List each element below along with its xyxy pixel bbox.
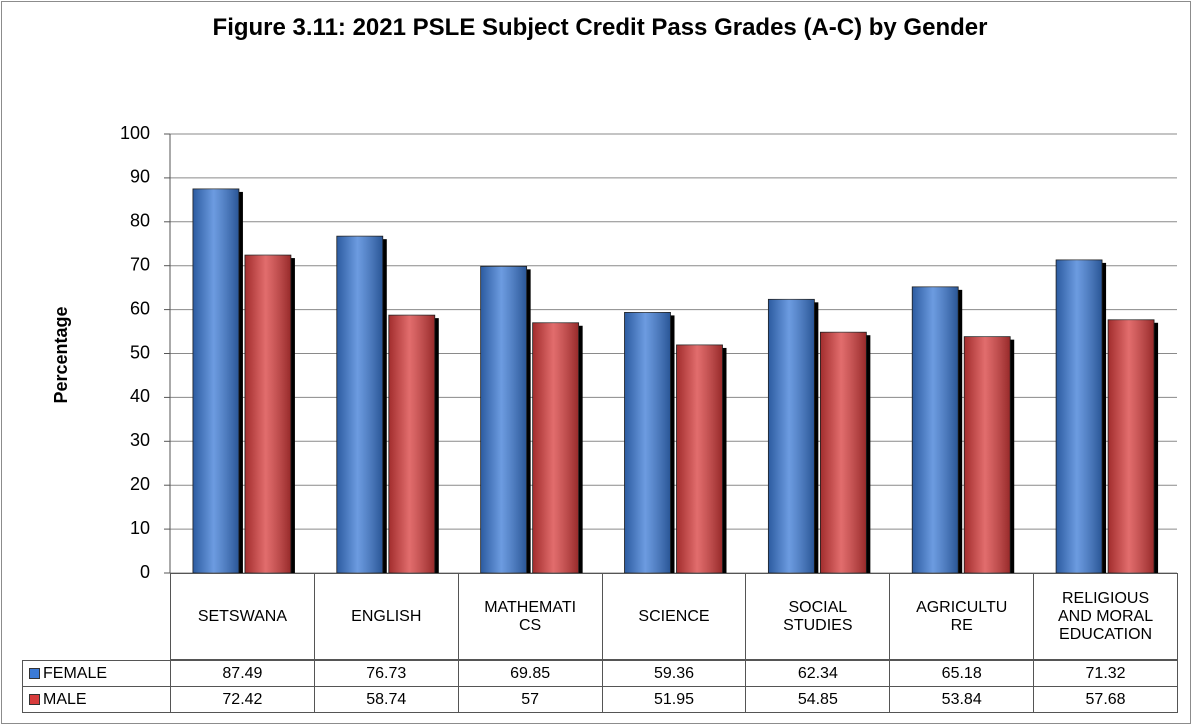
bar-shade — [964, 336, 1011, 573]
bar-shade — [480, 266, 527, 573]
y-axis-label: Percentage — [51, 306, 71, 403]
table-value: 53.84 — [889, 686, 1035, 713]
table-value: 69.85 — [457, 660, 603, 687]
table-value: 58.74 — [313, 686, 459, 713]
table-value: 87.49 — [170, 660, 315, 687]
table-value: 57.68 — [1033, 686, 1178, 713]
legend-swatch — [29, 694, 40, 705]
bar-shade — [336, 236, 383, 573]
table-value: 65.18 — [889, 660, 1035, 687]
table-value: 71.32 — [1033, 660, 1178, 687]
category-label: AGRICULTU RE — [889, 573, 1035, 660]
category-label: RELIGIOUS AND MORAL EDUCATION — [1033, 573, 1178, 660]
legend-label: MALE — [43, 690, 87, 708]
category-label: MATHEMATI CS — [457, 573, 603, 660]
bar-shade — [244, 255, 291, 573]
y-tick-label: 30 — [130, 430, 150, 450]
legend-entry: MALE — [22, 686, 171, 713]
y-tick-label: 40 — [130, 386, 150, 406]
table-value: 76.73 — [313, 660, 459, 687]
table-value: 51.95 — [601, 686, 747, 713]
y-tick-label: 100 — [120, 123, 150, 143]
category-label: SCIENCE — [601, 573, 747, 660]
bar-shade — [820, 332, 867, 573]
bar-shade — [912, 286, 959, 573]
table-value: 72.42 — [170, 686, 315, 713]
y-tick-label: 60 — [130, 298, 150, 318]
category-label: SOCIAL STUDIES — [745, 573, 891, 660]
y-tick-label: 0 — [140, 562, 150, 582]
legend-label: FEMALE — [43, 664, 108, 682]
bar-shade — [624, 312, 671, 573]
y-tick-label: 90 — [130, 167, 150, 187]
table-value: 57 — [457, 686, 603, 713]
bar-shade — [1056, 259, 1103, 573]
table-value: 59.36 — [601, 660, 747, 687]
y-tick-label: 10 — [130, 518, 150, 538]
table-value: 54.85 — [745, 686, 891, 713]
table-value: 62.34 — [745, 660, 891, 687]
category-label: SETSWANA — [170, 573, 315, 660]
bar-shade — [192, 188, 239, 574]
y-tick-label: 70 — [130, 254, 150, 274]
category-label: ENGLISH — [313, 573, 459, 660]
y-tick-label: 50 — [130, 342, 150, 362]
bar-shade — [768, 299, 815, 573]
y-tick-label: 20 — [130, 474, 150, 494]
bar-shade — [1108, 319, 1155, 573]
legend-swatch — [29, 668, 40, 679]
bar-shade — [532, 322, 579, 573]
legend-entry: FEMALE — [22, 660, 171, 687]
bar-shade — [388, 315, 435, 573]
y-tick-label: 80 — [130, 211, 150, 231]
bar-shade — [676, 344, 723, 573]
chart-title: Figure 3.11: 2021 PSLE Subject Credit Pa… — [212, 14, 988, 41]
